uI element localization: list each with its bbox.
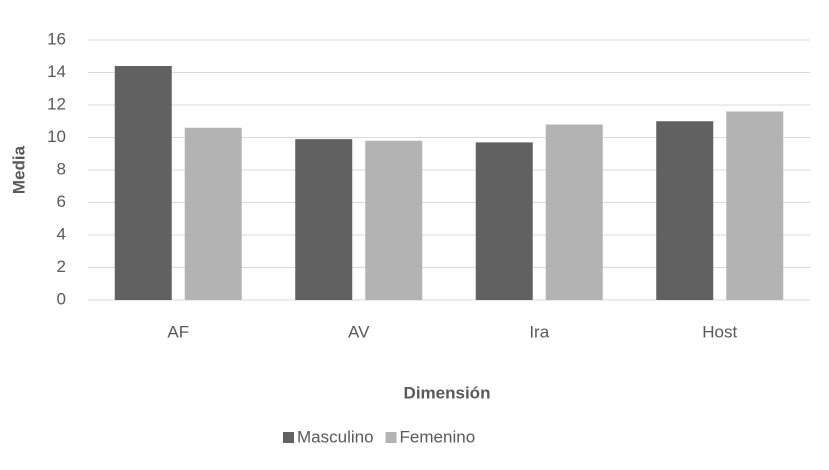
bar [656,121,714,300]
y-tick-label: 2 [57,257,66,276]
bar [545,124,603,300]
legend-swatch [385,432,397,443]
y-tick-label: 12 [47,94,66,113]
y-tick-label: 8 [57,159,66,178]
y-tick-label: 16 [47,29,66,48]
bar [475,142,533,300]
y-tick-label: 14 [47,62,66,81]
bar [365,140,423,300]
legend-label: Femenino [400,427,476,446]
y-axis-title: Media [9,145,28,194]
legend-label: Masculino [297,427,374,446]
x-tick-label: AV [348,322,370,341]
legend-swatch [283,432,294,443]
bar [726,111,784,300]
x-tick-label: Host [702,322,737,341]
bar [114,66,172,300]
y-tick-label: 0 [57,289,66,308]
y-tick-label: 6 [57,192,66,211]
bar [184,127,242,300]
x-tick-label: Ira [529,322,549,341]
x-tick-label: AF [167,322,189,341]
bar [295,139,353,300]
y-tick-label: 4 [57,224,66,243]
x-axis-title: Dimensión [404,383,491,402]
y-tick-label: 10 [47,127,66,146]
